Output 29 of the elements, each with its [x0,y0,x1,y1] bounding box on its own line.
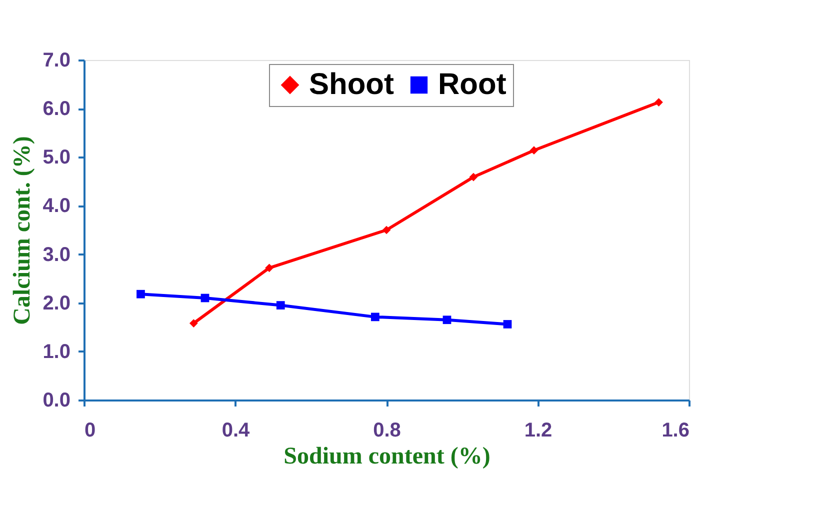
point [442,316,452,324]
y-tick-label: 7.0 [42,50,70,72]
legend-label: Shoot [309,68,394,101]
y-tick-label: 3.0 [42,244,70,266]
y-tick-label: 1.0 [42,340,70,363]
point [276,301,285,310]
point [530,146,538,155]
y-axis-title: Calcium cont. (%) [10,136,36,325]
x-tick-label: 0.4 [222,420,251,442]
x-tick-label: 1.2 [524,420,552,442]
point [469,172,478,182]
y-tick-label: 0.0 [42,390,70,412]
point [189,319,198,328]
y-tick-label: 6.0 [42,98,70,120]
legend-label: Root [438,68,506,101]
point [382,226,391,234]
y-tick-label: 2.0 [42,292,70,314]
point [200,294,210,302]
x-tick-label: 0.8 [373,420,401,442]
x-tick-label: 1.6 [662,420,690,442]
point [370,312,380,322]
x-axis-title: Sodium content (%) [284,444,490,470]
y-tick-label: 4.0 [42,195,70,218]
point [136,290,145,298]
point [503,320,512,328]
x-tick-label: 0 [84,420,96,442]
y-tick-label: 5.0 [42,146,70,169]
point [654,98,663,106]
point [265,264,274,272]
